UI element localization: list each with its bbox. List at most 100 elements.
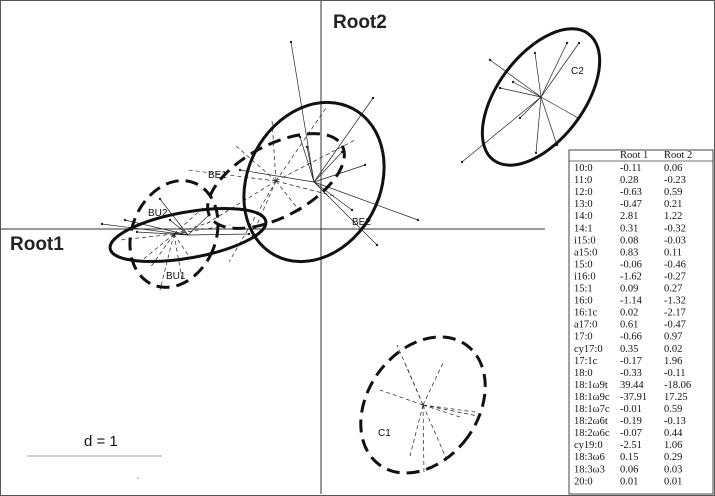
spoke-bu1 [139,233,175,263]
point-bu2 [135,230,139,234]
table-cell-value: -0.63 [620,187,642,198]
table-cell-value: -0.46 [664,259,686,270]
point-c2 [460,160,464,164]
point-c2 [518,116,522,120]
table-cell-value: 2.81 [620,211,638,222]
table-cell-value: -0.01 [620,404,642,415]
table-cell-value: -0.11 [664,368,685,379]
table-cell-value: -2.17 [664,308,686,319]
scale-label: d = 1 [84,433,118,450]
table-cell-variable: 16:0 [574,296,593,307]
spoke-bu2 [169,219,189,236]
table-cell-variable: cy17:0 [574,344,603,355]
table-cell-value: 0.21 [664,199,682,210]
table-header-root1: Root 1 [620,150,648,161]
spoke-be1 [187,169,277,182]
spoke-be1 [275,180,335,197]
table-cell-variable: 12:0 [574,187,593,198]
table-cell-value: -0.13 [664,416,686,427]
table-cell-variable: 18:1ω9c [574,392,610,403]
table-cell-value: 0.44 [664,428,683,439]
group-labels: BE1 BE2 BU1 BU2 C1 C2 [148,66,584,439]
table-cell-variable: i16:0 [574,271,596,282]
table-cell-variable: 13:0 [574,199,593,210]
ellipse-be2 [242,100,386,264]
spoke-c2 [540,42,568,98]
group-label-c2: C2 [571,66,584,77]
spoke-be2 [290,41,315,183]
table-cell-variable: 16:1c [574,308,598,319]
table-cell-value: 0.02 [664,344,682,355]
ellipse-bu2 [108,207,268,263]
point-bu2 [247,232,251,236]
group-label-be2: BE2 [352,217,371,228]
spoke-c1 [422,404,479,417]
spoke-c1 [422,404,464,419]
spoke-be2 [313,181,353,211]
spoke-be2 [306,146,315,183]
table-cell-value: 0.29 [664,452,682,463]
point-be2 [371,96,375,100]
table-cell-value: -0.47 [620,199,642,210]
table-cell-value: -18.06 [664,380,691,391]
table-cell-value: -0.27 [664,271,686,282]
table-cell-variable: cy19:0 [574,440,603,451]
table-cell-value: -1.14 [620,296,643,307]
table-cell-value: 0.61 [620,320,638,331]
point-c2 [533,51,537,55]
spoke-bu2 [136,231,189,236]
table-cell-value: 0.09 [620,284,638,295]
spoke-bu2 [187,214,210,236]
spoke-c2 [499,87,542,98]
point-c2 [577,41,581,45]
table-cell-value: 0.06 [620,464,638,475]
group-ellipses [108,27,602,475]
spoke-be2 [313,97,374,183]
table-cell-value: 0.11 [664,247,682,258]
spoke-c1 [405,364,424,406]
table-cell-variable: 18:3ω6 [574,452,605,463]
coefficient-table: Root 1 Root 2 10:0 -0.11 0.06 11:0 0.28 -0.23 12… [568,149,714,495]
table-cell-variable: 17:0 [574,332,593,343]
table-cell-value: 0.35 [620,344,638,355]
spoke-bu2 [159,198,189,236]
table-cell-value: -0.07 [620,428,642,439]
ellipse-bu1 [128,179,220,289]
point-be2 [416,218,420,222]
table-cell-value: -0.11 [620,163,641,174]
point-bu2 [100,222,104,226]
table-cell-variable: a17:0 [574,320,597,331]
spoke-c2 [512,81,542,98]
table-cell-value: 0.01 [620,476,638,487]
point-be2 [305,145,309,149]
spoke-c2 [535,96,542,154]
table-cell-variable: 18:1ω7c [574,404,610,415]
table-cell-value: -0.06 [620,259,642,270]
spoke-bu2 [124,219,189,236]
spoke-be1 [275,107,327,182]
table-cell-variable: 18:1ω9t [574,380,608,391]
spoke-be2 [313,181,419,221]
spoke-bu1 [173,224,231,235]
table-cell-value: -0.19 [620,416,642,427]
table-cell-variable: a15:0 [574,247,597,258]
group-label-bu1: BU1 [166,271,186,282]
spoke-be2 [313,151,343,183]
table-cell-variable: 15:0 [574,259,593,270]
table-cell-variable: i15:0 [574,235,596,246]
group-label-be1: BE1 [208,170,227,181]
table-cell-value: 39.44 [620,380,644,391]
table-cell-value: -1.62 [620,271,642,282]
table-cell-value: 1.06 [664,440,682,451]
table-cell-value: 0.02 [620,308,638,319]
table-cell-value: 0.27 [664,284,682,295]
table-cell-value: 0.83 [620,247,638,258]
point-bu2 [123,218,127,222]
point-bu2 [168,218,172,222]
table-cell-variable: 17:1c [574,356,598,367]
table-header-root2: Root 2 [664,150,692,161]
ellipse-be1 [206,132,346,230]
table-cell-value: 1.96 [664,356,682,367]
table-cell-value: 0.08 [620,235,638,246]
